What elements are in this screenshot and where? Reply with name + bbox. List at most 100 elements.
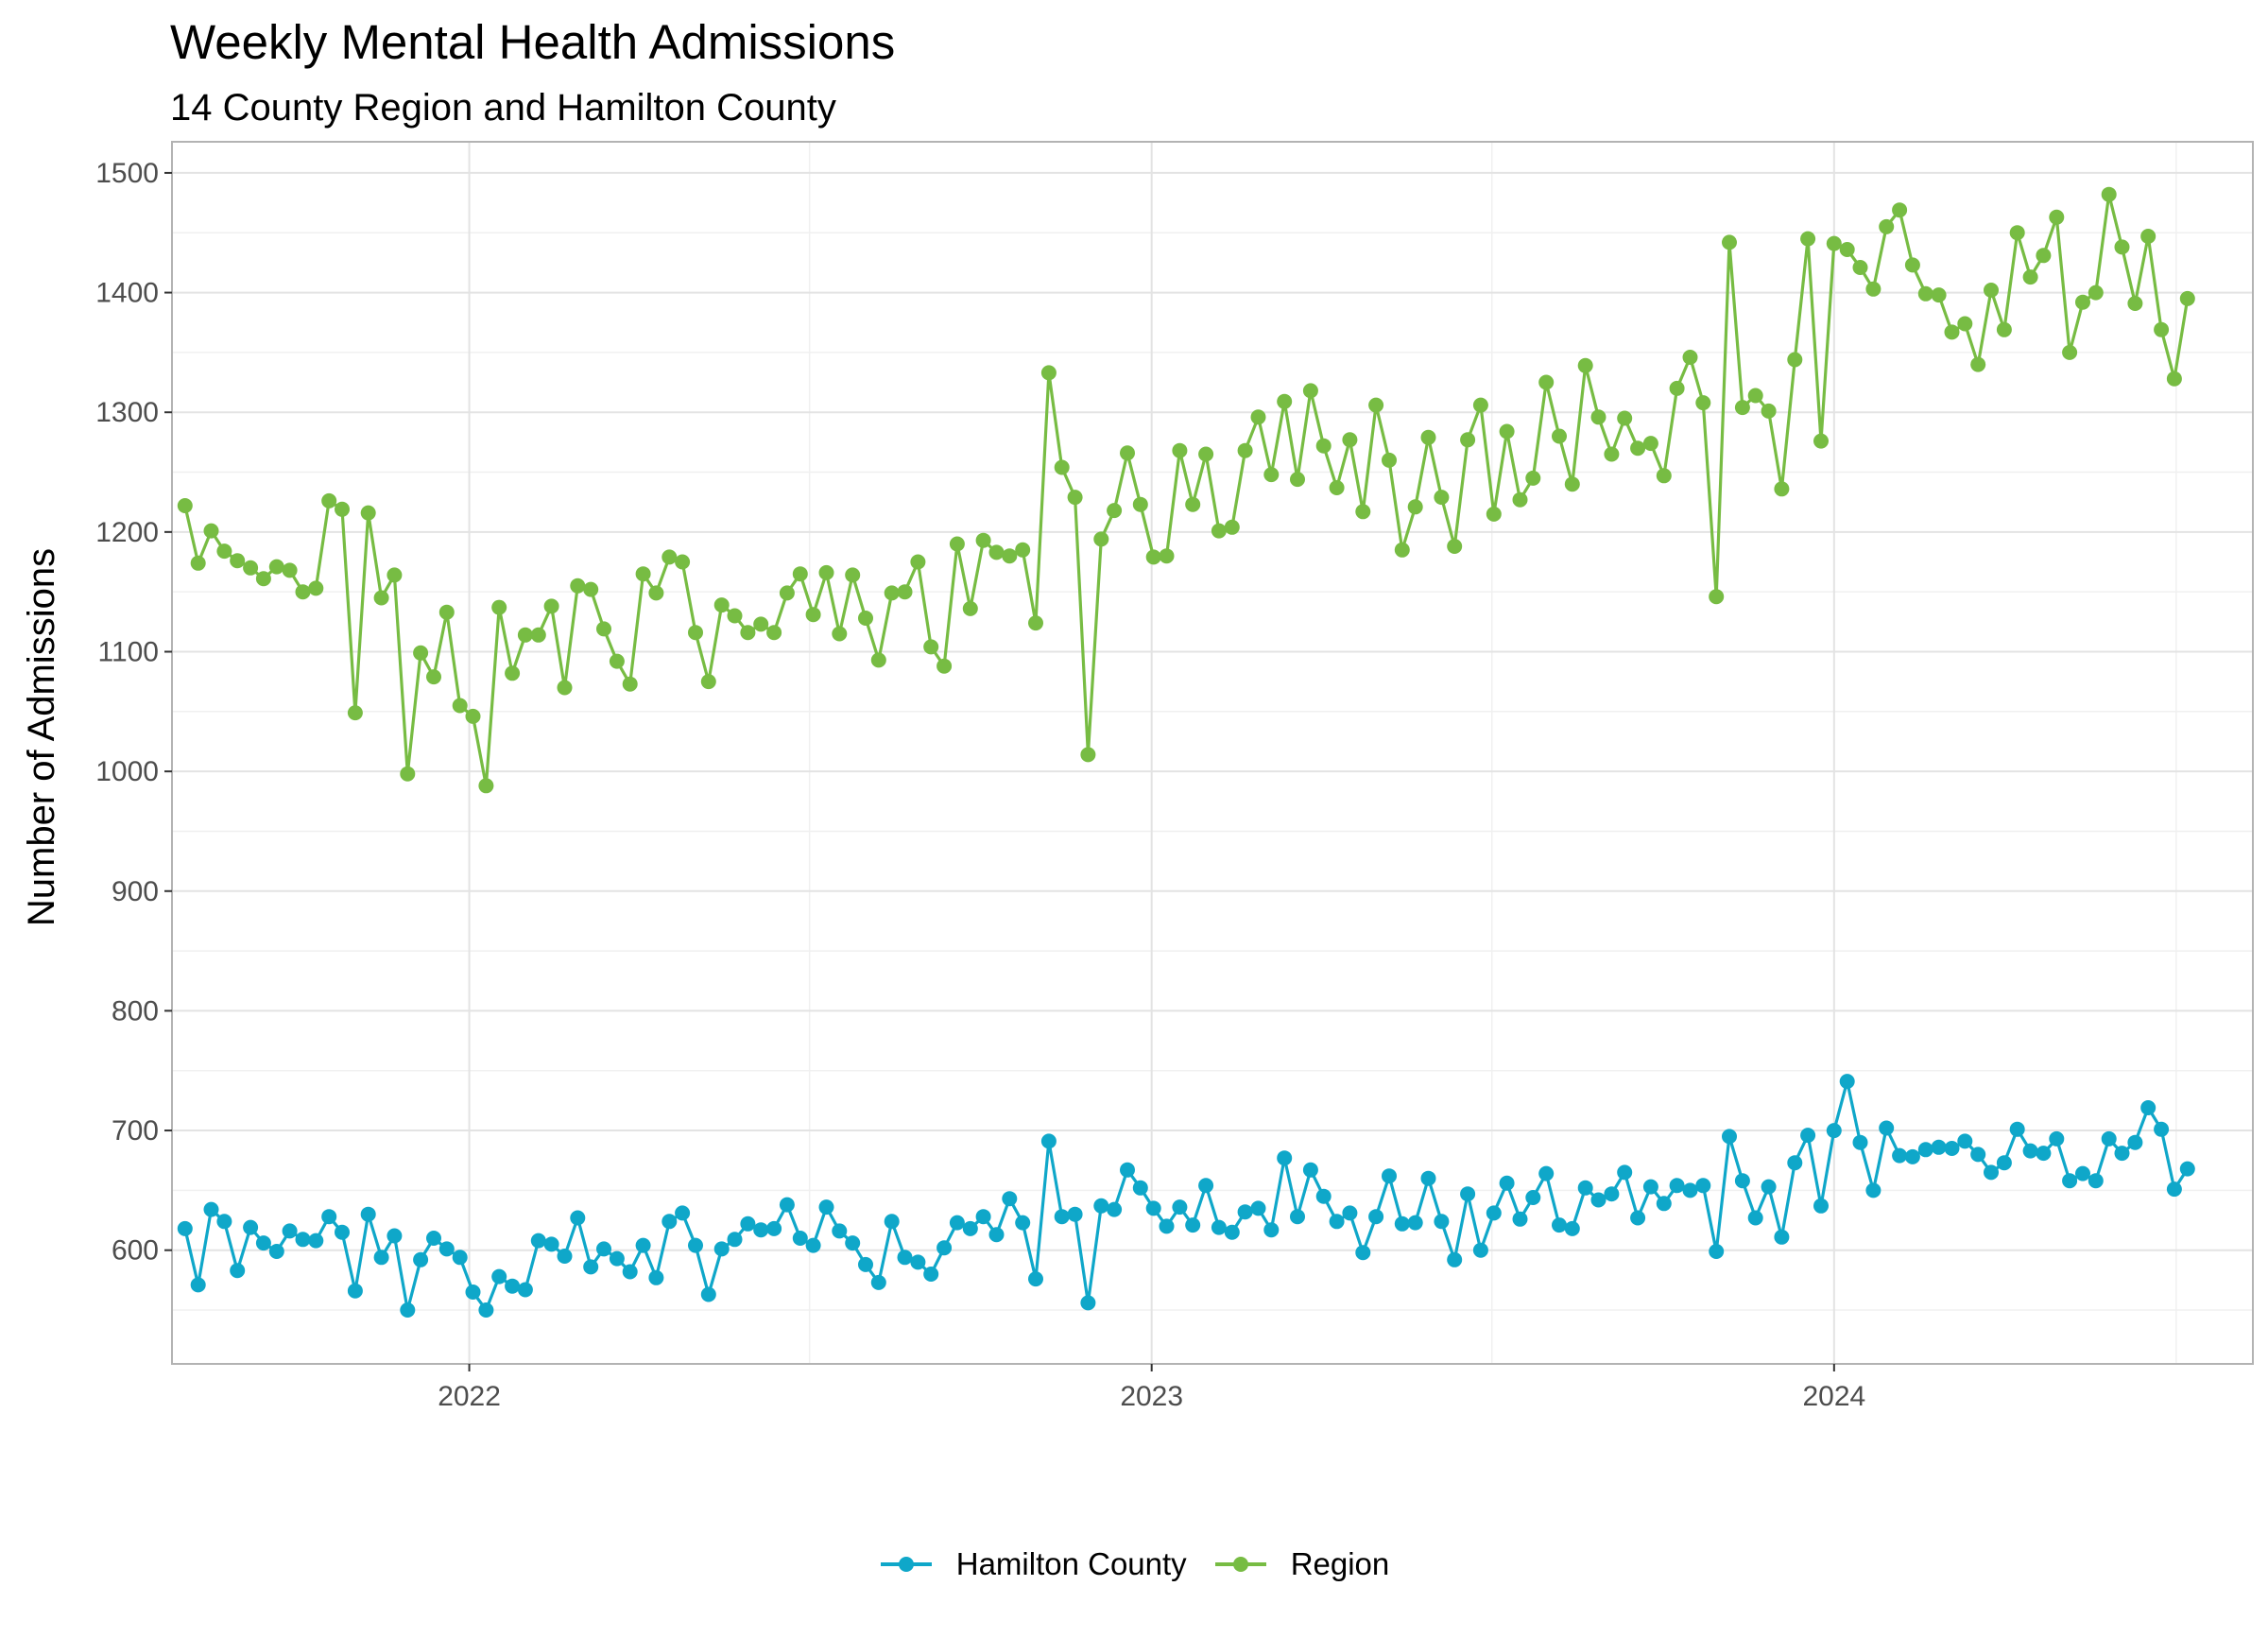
data-point-hamilton-county xyxy=(2114,1146,2130,1162)
data-point-hamilton-county xyxy=(1028,1271,1043,1287)
data-point-hamilton-county xyxy=(727,1232,743,1248)
data-point-region xyxy=(1028,615,1043,631)
data-point-region xyxy=(1211,523,1227,539)
data-point-region xyxy=(1892,202,1908,218)
data-point-region xyxy=(1787,352,1803,368)
data-point-region xyxy=(1107,503,1123,519)
data-point-hamilton-county xyxy=(1040,1133,1057,1149)
data-point-region xyxy=(1054,459,1070,475)
data-point-region xyxy=(1669,380,1685,396)
data-point-region xyxy=(1460,432,1476,448)
data-point-hamilton-county xyxy=(1525,1190,1541,1205)
y-tick-label: 700 xyxy=(112,1115,159,1147)
data-point-region xyxy=(1250,409,1266,425)
data-point-region xyxy=(923,639,939,655)
data-point-hamilton-county xyxy=(1224,1224,1240,1240)
data-point-region xyxy=(1315,438,1332,454)
data-point-hamilton-county xyxy=(1499,1175,1515,1191)
data-point-hamilton-county xyxy=(1382,1168,1397,1184)
data-point-region xyxy=(609,653,625,669)
data-point-hamilton-county xyxy=(1787,1155,1803,1171)
data-point-hamilton-county xyxy=(1342,1205,1358,1221)
data-point-hamilton-county xyxy=(2009,1121,2025,1137)
legend: Hamilton County Region xyxy=(0,1538,2268,1591)
data-point-region xyxy=(1159,548,1175,564)
data-point-region xyxy=(675,554,691,570)
data-point-region xyxy=(255,571,271,587)
data-point-hamilton-county xyxy=(1656,1196,1672,1212)
data-point-region xyxy=(897,584,913,600)
data-point-region xyxy=(688,625,703,641)
data-point-hamilton-county xyxy=(530,1233,546,1249)
data-point-hamilton-county xyxy=(452,1250,468,1266)
data-point-region xyxy=(360,505,376,521)
data-point-hamilton-county xyxy=(1996,1155,2012,1171)
data-point-region xyxy=(583,581,599,597)
data-point-region xyxy=(295,584,311,600)
data-point-hamilton-county xyxy=(635,1237,651,1253)
data-point-hamilton-county xyxy=(1420,1170,1436,1186)
data-point-hamilton-county xyxy=(1185,1217,1201,1233)
y-tick-label: 600 xyxy=(112,1235,159,1267)
data-point-hamilton-county xyxy=(832,1223,848,1239)
data-point-hamilton-county xyxy=(1080,1295,1096,1311)
data-point-hamilton-county xyxy=(1669,1178,1685,1194)
x-tick-label: 2024 xyxy=(1802,1381,1865,1412)
data-point-hamilton-county xyxy=(2101,1130,2117,1147)
data-point-region xyxy=(426,669,441,685)
data-point-region xyxy=(1984,283,1999,298)
legend-key-region xyxy=(1214,1557,1266,1572)
data-point-hamilton-county xyxy=(321,1209,337,1225)
data-point-hamilton-county xyxy=(1852,1134,1868,1150)
data-point-hamilton-county xyxy=(805,1237,821,1253)
y-tick-label: 1200 xyxy=(95,517,159,548)
data-point-region xyxy=(1447,539,1463,554)
data-point-region xyxy=(1604,446,1620,462)
data-point-hamilton-county xyxy=(347,1283,363,1299)
data-point-hamilton-county xyxy=(1917,1142,1933,1158)
data-point-hamilton-county xyxy=(1865,1182,1881,1198)
data-point-hamilton-county xyxy=(517,1282,533,1298)
data-point-region xyxy=(2075,294,2090,310)
data-point-region xyxy=(1695,395,1711,411)
data-point-hamilton-county xyxy=(177,1220,193,1236)
y-tick-label: 800 xyxy=(112,995,159,1026)
data-point-hamilton-county xyxy=(858,1256,873,1272)
data-point-hamilton-county xyxy=(675,1205,691,1221)
y-tick-label: 1400 xyxy=(95,278,159,309)
data-point-region xyxy=(2166,371,2182,387)
data-point-region xyxy=(1656,468,1672,484)
data-point-region xyxy=(1132,496,1148,512)
data-point-hamilton-county xyxy=(2075,1165,2090,1181)
panel-border xyxy=(171,141,2254,1365)
data-point-region xyxy=(321,492,337,509)
data-point-region xyxy=(2088,284,2104,301)
data-point-hamilton-county xyxy=(2022,1143,2038,1159)
data-point-hamilton-county xyxy=(1394,1216,1410,1232)
gridlines xyxy=(172,142,2253,1364)
data-point-region xyxy=(740,625,756,641)
data-point-region xyxy=(465,708,481,724)
data-point-hamilton-county xyxy=(1107,1201,1123,1217)
x-tick-label: 2022 xyxy=(438,1381,501,1412)
data-point-region xyxy=(1394,542,1410,558)
data-point-hamilton-county xyxy=(1355,1245,1371,1261)
data-point-region xyxy=(1826,235,1842,251)
data-point-hamilton-county xyxy=(988,1227,1005,1243)
data-point-region xyxy=(2179,290,2195,306)
data-point-region xyxy=(2049,209,2065,225)
data-point-hamilton-county xyxy=(700,1286,716,1302)
data-point-hamilton-county xyxy=(1237,1204,1253,1220)
data-point-hamilton-county xyxy=(1722,1129,1737,1145)
series-line-region xyxy=(183,193,2190,787)
data-point-region xyxy=(1957,316,1973,332)
data-point-region xyxy=(622,676,638,692)
data-point-region xyxy=(1434,490,1450,506)
data-point-hamilton-county xyxy=(1984,1164,1999,1181)
data-point-hamilton-county xyxy=(426,1231,441,1246)
y-tick-label: 900 xyxy=(112,876,159,907)
data-point-hamilton-county xyxy=(2127,1134,2143,1150)
data-point-region xyxy=(1145,549,1161,565)
data-point-hamilton-county xyxy=(609,1250,625,1267)
data-point-region xyxy=(805,607,821,623)
